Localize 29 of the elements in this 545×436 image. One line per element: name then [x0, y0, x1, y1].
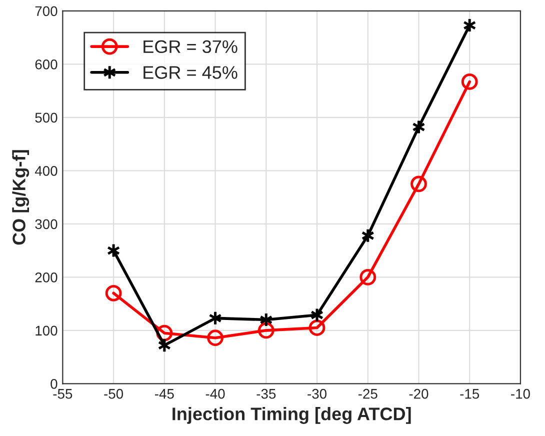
x-tick-label: -45	[154, 389, 174, 399]
x-tick-label: -20	[409, 388, 428, 399]
y-tick-label: 700	[35, 6, 58, 16]
x-tick-label: -50	[104, 388, 124, 399]
y-tick-label: 500	[35, 112, 58, 123]
y-tick-label: 200	[35, 272, 58, 282]
y-tick-label: 400	[34, 166, 58, 176]
y-tick-label: 0	[50, 379, 58, 389]
point	[360, 268, 376, 286]
x-tick-label: -15	[460, 389, 480, 399]
y-tick-label: 300	[35, 219, 58, 230]
x-axis-title: Injection Timing [deg ATCD]	[172, 407, 411, 424]
point	[258, 322, 274, 339]
y-axis-title: CO [g/Kg-f]	[12, 150, 30, 245]
legend-label: EGR = 45%	[144, 66, 238, 79]
point	[410, 176, 427, 192]
x-tick-label: -25	[358, 388, 378, 399]
x-tick-label: -10	[511, 388, 530, 399]
x-tick-label: -30	[308, 388, 327, 399]
x-tick-label: -40	[206, 388, 225, 399]
x-tick-label: -55	[53, 389, 72, 399]
y-tick-label: 100	[36, 326, 58, 336]
legend-label: EGR = 37%	[144, 40, 238, 54]
point	[461, 74, 478, 90]
x-tick-label: -35	[256, 388, 276, 399]
point	[105, 284, 122, 302]
point	[308, 320, 326, 336]
point	[207, 330, 224, 346]
y-tick-label: 600	[35, 59, 58, 70]
